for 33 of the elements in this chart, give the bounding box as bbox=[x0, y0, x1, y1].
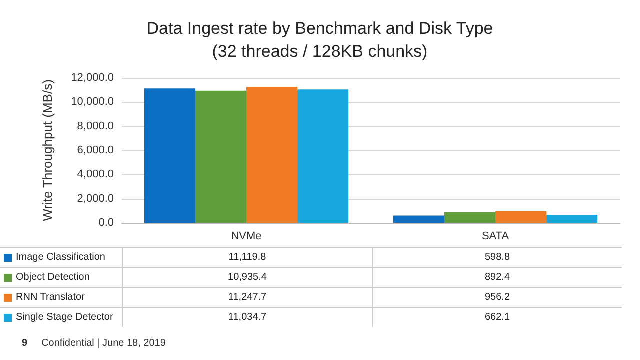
y-tick-label: 6,000.0 bbox=[77, 144, 114, 156]
y-tick-label: 8,000.0 bbox=[77, 120, 114, 132]
bar bbox=[393, 216, 444, 223]
legend-label: Single Stage Detector bbox=[16, 312, 114, 323]
legend-label: RNN Translator bbox=[16, 292, 85, 303]
x-tick-label: NVMe bbox=[231, 230, 262, 242]
data-label: 11,119.8 bbox=[122, 248, 372, 267]
y-tick-label: 4,000.0 bbox=[77, 168, 114, 181]
bar bbox=[298, 90, 349, 223]
chart-title: Data Ingest rate by Benchmark and Disk Type (32 threads / 128KB chunks) bbox=[146, 19, 494, 61]
x-tick-label: SATA bbox=[482, 230, 510, 242]
legend-label: Image Classification bbox=[16, 252, 106, 263]
y-axis-title: Write Throughput (MB/s) bbox=[40, 80, 55, 222]
y-tick-label: 12,000.0 bbox=[71, 72, 114, 84]
data-label: 598.8 bbox=[372, 248, 622, 267]
bar bbox=[496, 211, 547, 223]
y-tick-label: 2,000.0 bbox=[77, 192, 114, 205]
y-tick-label: 0.0 bbox=[98, 217, 114, 229]
bar bbox=[546, 215, 598, 223]
legend-label: Object Detection bbox=[16, 272, 90, 283]
data-label: 662.1 bbox=[372, 308, 622, 327]
bar bbox=[246, 87, 298, 223]
bar bbox=[444, 212, 496, 223]
data-label: 11,034.7 bbox=[122, 308, 372, 327]
data-label: 956.2 bbox=[372, 288, 622, 307]
text: 9 bbox=[22, 338, 28, 349]
y-tick-label: 10,000.0 bbox=[71, 96, 114, 108]
text: Confidential | June 18, 2019 bbox=[42, 338, 166, 349]
data-label: 10,935.4 bbox=[122, 268, 372, 287]
data-label: 892.4 bbox=[372, 268, 622, 287]
data-label: 11,247.7 bbox=[122, 288, 372, 307]
bar bbox=[144, 88, 196, 223]
bar bbox=[195, 90, 246, 223]
